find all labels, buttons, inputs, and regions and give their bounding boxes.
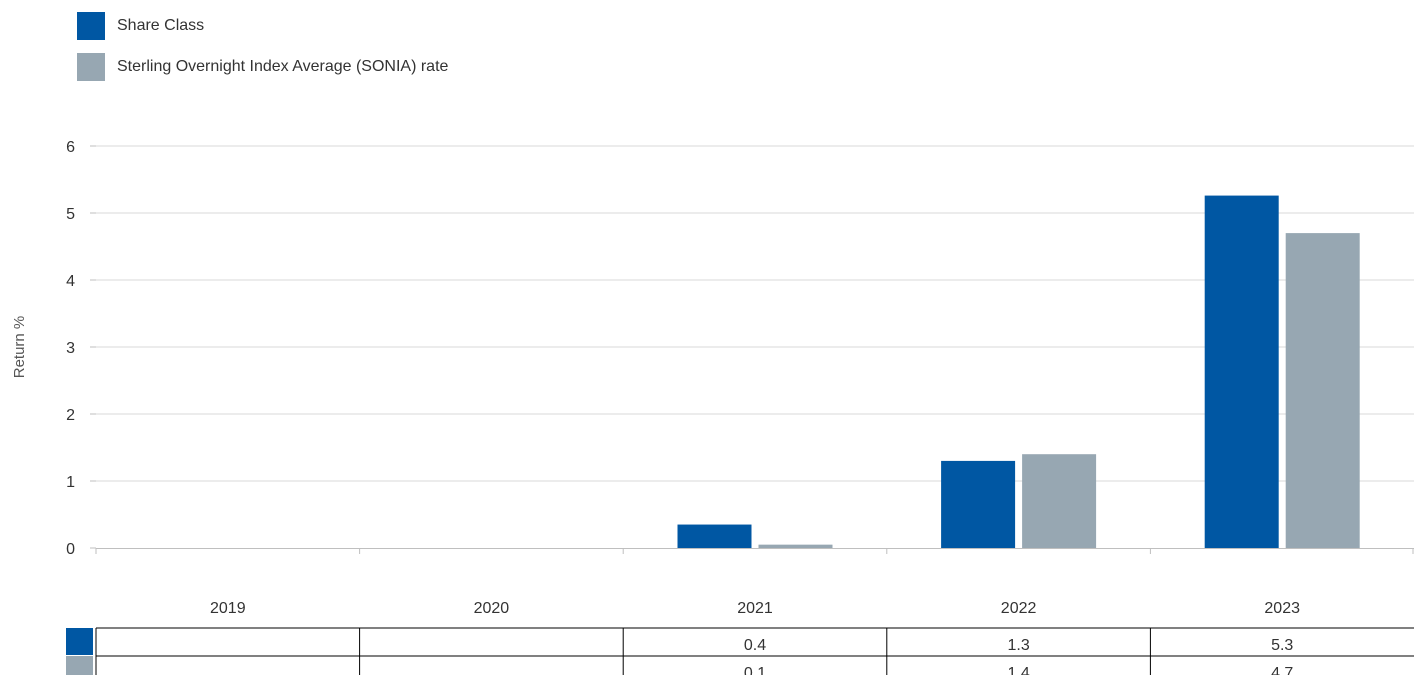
x-tick-label: 2022 (1001, 600, 1037, 617)
table-cell: 5.3 (1271, 637, 1293, 654)
bar-share-class-2022 (941, 460, 1016, 548)
bar-share-class-2021 (677, 524, 752, 548)
table-cell: 4.7 (1271, 665, 1293, 675)
x-axis (95, 548, 1414, 554)
bar-share-class-2023 (1204, 195, 1279, 548)
grid-lines (96, 145, 1414, 482)
legend-item-sonia: Sterling Overnight Index Average (SONIA)… (77, 53, 448, 81)
table-cell: 0.1 (744, 665, 766, 675)
bar-sonia-2022 (1022, 454, 1097, 548)
y-axis-label: Return % (11, 316, 28, 379)
legend-label-sonia: Sterling Overnight Index Average (SONIA)… (117, 58, 449, 75)
bars (677, 195, 1360, 548)
table-row-swatch (66, 656, 93, 675)
y-axis-ticks: 0 1 2 3 4 5 6 (66, 139, 96, 558)
chart-legend: Share Class Sterling Overnight Index Ave… (77, 12, 448, 94)
table-row-swatch (66, 628, 93, 655)
legend-item-share-class: Share Class (77, 12, 448, 40)
x-tick-label: 2023 (1264, 600, 1300, 617)
legend-label-share-class: Share Class (117, 17, 205, 34)
y-tick-label: 5 (66, 206, 75, 223)
table-cell: 0.4 (744, 637, 766, 654)
bar-sonia-2023 (1285, 233, 1360, 548)
y-tick-label: 6 (66, 139, 75, 156)
legend-swatch-share-class (77, 12, 105, 40)
y-tick-label: 0 (66, 541, 75, 558)
table-cell: 1.3 (1007, 637, 1029, 654)
legend-swatch-sonia (77, 53, 105, 81)
x-tick-label: 2019 (210, 600, 246, 617)
y-tick-label: 1 (66, 474, 75, 491)
y-tick-label: 3 (66, 340, 75, 357)
table-cell: 1.4 (1007, 665, 1029, 675)
bar-sonia-2021 (758, 544, 833, 548)
data-table: 0.4 1.3 5.3 0.1 1.4 4.7 (66, 627, 1414, 675)
x-axis-ticks: 2019 2020 2021 2022 2023 (210, 600, 1300, 617)
y-tick-label: 4 (66, 273, 75, 290)
x-tick-label: 2020 (474, 600, 510, 617)
x-tick-label: 2021 (737, 600, 773, 617)
y-tick-label: 2 (66, 407, 75, 424)
